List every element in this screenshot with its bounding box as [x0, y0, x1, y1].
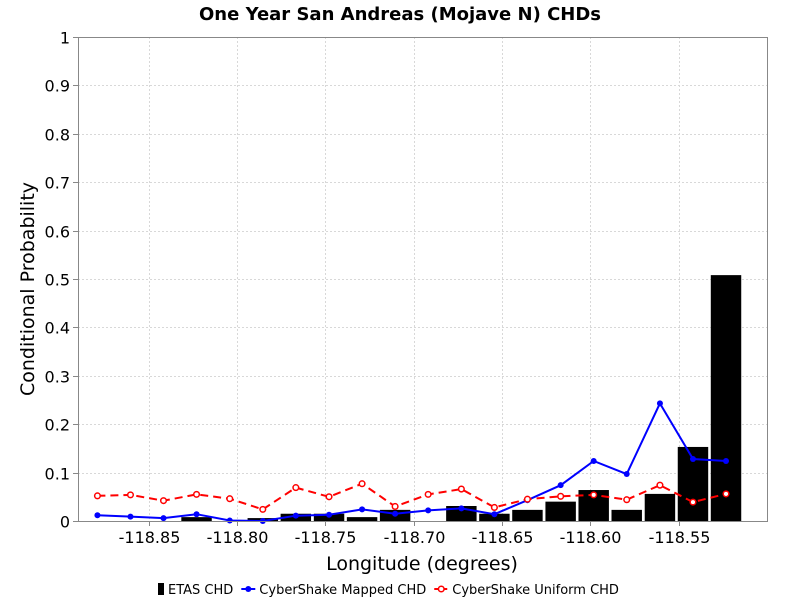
grid	[78, 37, 767, 521]
y-axis-label: Conditional Probability	[17, 182, 39, 396]
x-tick-label: -118.80	[207, 528, 269, 547]
lines	[93, 400, 730, 524]
bar-etas-chd	[644, 493, 676, 521]
x-axis-label: Longitude (degrees)	[326, 553, 518, 575]
y-tick-label: 0.8	[45, 126, 70, 145]
point-cybershake-mapped	[226, 517, 233, 524]
bar-etas-chd	[346, 517, 378, 521]
point-cybershake-uniform	[358, 480, 366, 488]
point-cybershake-mapped	[425, 507, 432, 514]
point-cybershake-uniform	[623, 496, 631, 504]
x-axis: -118.85 -118.80 -118.75 -118.70 -118.65 -118.…	[119, 521, 711, 547]
point-cybershake-mapped	[458, 505, 465, 512]
point-cybershake-mapped	[127, 513, 134, 520]
point-cybershake-mapped	[557, 482, 564, 489]
legend-marker	[245, 586, 252, 592]
point-cybershake-mapped	[491, 511, 498, 518]
point-cybershake-mapped	[590, 457, 597, 464]
point-cybershake-uniform	[490, 503, 498, 511]
x-tick-label: -118.70	[384, 528, 446, 547]
legend-swatch-etas	[158, 583, 164, 595]
x-tick-label: -118.65	[472, 528, 534, 547]
point-cybershake-mapped	[623, 471, 630, 478]
legend-label: ETAS CHD	[168, 583, 233, 598]
point-cybershake-mapped	[689, 456, 696, 463]
point-cybershake-mapped	[656, 400, 663, 407]
series-line-cybershake-mapped	[97, 401, 727, 523]
point-cybershake-uniform	[557, 492, 565, 500]
legend-marker	[437, 585, 445, 593]
point-cybershake-uniform	[159, 497, 168, 505]
point-cybershake-uniform	[259, 505, 267, 513]
y-axis: 0 0.1 0.2 0.3 0.4 0.5 0.6 0.7 0.8 0.9 1	[45, 29, 78, 532]
y-tick-label: 0.1	[45, 465, 70, 484]
x-tick-label: -118.85	[119, 528, 181, 547]
point-cybershake-uniform	[93, 492, 101, 500]
point-cybershake-uniform	[325, 493, 333, 501]
bar-etas-chd	[512, 509, 543, 521]
point-cybershake-uniform	[424, 490, 432, 498]
point-cybershake-uniform	[391, 502, 399, 511]
point-cybershake-mapped	[160, 515, 167, 522]
y-tick-label: 0.4	[45, 319, 70, 338]
bar-etas-chd	[545, 501, 576, 521]
bar-etas-chd	[710, 275, 742, 521]
x-tick-label: -118.60	[560, 528, 622, 547]
x-tick-label: -118.75	[295, 528, 357, 547]
bar-etas-chd	[181, 517, 212, 521]
chart-title: One Year San Andreas (Mojave N) CHDs	[199, 4, 601, 25]
y-tick-label: 0.2	[45, 416, 70, 435]
point-cybershake-uniform	[226, 495, 234, 503]
legend: ETAS CHD CyberShake Mapped CHD CyberShake …	[158, 583, 619, 598]
bar-etas-chd	[611, 509, 642, 521]
point-cybershake-uniform	[523, 495, 531, 503]
point-cybershake-uniform	[590, 491, 598, 499]
series-line-cybershake-uniform	[97, 482, 727, 511]
y-tick-label: 0.7	[45, 174, 70, 193]
point-cybershake-uniform	[126, 491, 135, 499]
y-tick-label: 0	[60, 513, 70, 532]
point-cybershake-mapped	[94, 512, 101, 519]
point-cybershake-mapped	[326, 511, 333, 518]
point-cybershake-mapped	[193, 511, 200, 518]
point-cybershake-uniform	[722, 490, 730, 498]
point-cybershake-mapped	[392, 510, 399, 517]
point-cybershake-uniform	[656, 481, 664, 489]
point-cybershake-mapped	[723, 457, 730, 464]
bar-etas-chd	[479, 513, 510, 521]
point-cybershake-mapped	[359, 506, 366, 513]
plot-border	[78, 37, 768, 522]
point-cybershake-uniform	[192, 490, 201, 498]
y-tick-label: 0.5	[45, 271, 70, 290]
point-cybershake-mapped	[292, 512, 299, 519]
y-tick-label: 0.3	[45, 368, 70, 387]
legend-label: CyberShake Mapped CHD	[259, 583, 426, 598]
legend-label: CyberShake Uniform CHD	[452, 583, 619, 598]
point-cybershake-uniform	[292, 484, 300, 492]
point-cybershake-uniform	[689, 498, 697, 506]
y-tick-label: 0.9	[45, 77, 70, 96]
point-cybershake-uniform	[457, 485, 465, 493]
y-tick-label: 0.6	[45, 223, 70, 242]
y-tick-label: 1	[60, 29, 70, 48]
x-tick-label: -118.55	[649, 528, 711, 547]
